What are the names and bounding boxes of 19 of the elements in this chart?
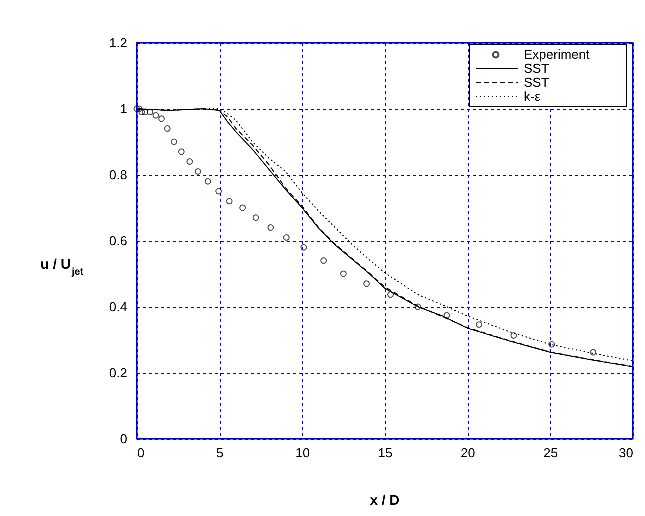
y-tick-label: 0.4 <box>109 300 128 314</box>
y-tick-label: 0.8 <box>109 168 128 182</box>
x-tick-label: 15 <box>378 446 393 460</box>
y-tick-label: 1.2 <box>109 36 128 50</box>
x-tick-label: 25 <box>544 446 558 460</box>
y-tick-label: 0.6 <box>109 234 128 248</box>
legend-label: SST <box>524 75 550 90</box>
x-tick-label: 20 <box>460 446 476 460</box>
y-tick-label: 0 <box>120 432 128 446</box>
y-tick-label: 0.2 <box>109 366 128 380</box>
x-axis-title: x / D <box>370 492 400 508</box>
x-tick-label: 10 <box>296 446 310 460</box>
x-tick-label: 5 <box>216 446 224 460</box>
x-tick-label: 30 <box>619 446 634 460</box>
y-tick-label: 1 <box>120 102 128 116</box>
legend-label: SST <box>524 61 550 76</box>
legend-label: k-ε <box>524 89 541 104</box>
x-tick-label: 0 <box>138 446 145 460</box>
legend-label: Experiment <box>524 47 590 62</box>
